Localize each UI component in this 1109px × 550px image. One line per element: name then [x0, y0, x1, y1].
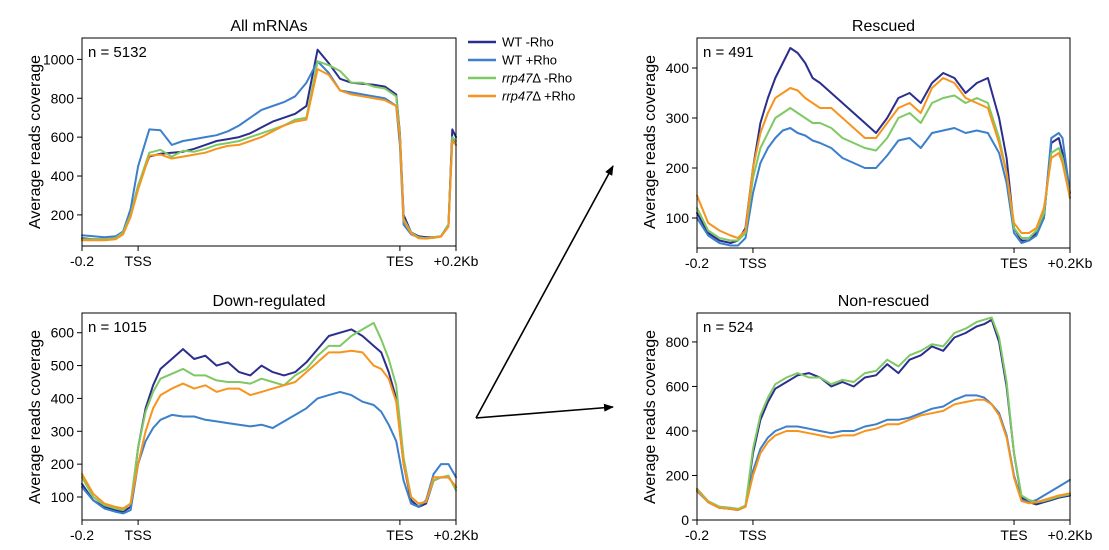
- arrow-to-nonrescued: [475, 403, 614, 419]
- series-line-wt-rho: [696, 47, 1071, 244]
- legend-label-condition: Δ -Rho: [532, 71, 572, 86]
- y-axis-label: Average reads coverage: [642, 55, 659, 229]
- legend-label-2: WT +Rho: [502, 53, 557, 68]
- arrow-to-rescued: [475, 165, 614, 419]
- legend-label-1: WT -Rho: [502, 35, 554, 50]
- y-tick-label: 600: [51, 129, 75, 145]
- y-tick-label: 200: [666, 160, 690, 176]
- series-line-rrp47-rho: [81, 349, 457, 510]
- y-tick-label: 800: [51, 90, 75, 106]
- y-tick-label: 400: [666, 423, 690, 439]
- y-tick-label: 400: [51, 168, 75, 184]
- y-axis-label: Average reads coverage: [27, 330, 44, 504]
- x-tick-label: TSS: [739, 527, 766, 543]
- axes-frame: [696, 312, 1071, 521]
- axes-frame: [696, 37, 1071, 249]
- y-tick-label: 600: [666, 378, 690, 394]
- y-axis-label: Average reads coverage: [27, 55, 44, 229]
- x-tick-label: TES: [386, 527, 413, 543]
- legend-label-condition: Δ +Rho: [532, 89, 575, 104]
- panel-title: Rescued: [852, 18, 915, 35]
- x-tick-label: +0.2Kb: [1048, 527, 1093, 543]
- legend-label-condition: +Rho: [522, 53, 557, 68]
- panel-nonrescued: 0 200 400 600 800 -0.2 TSS TES +0.2Kb Non-rescued…: [642, 293, 1093, 543]
- y-tick-label: 300: [51, 423, 75, 439]
- y-tick-label: 0: [681, 512, 689, 528]
- panel-title: Down-regulated: [213, 293, 326, 310]
- y-tick-label: 200: [51, 207, 75, 223]
- y-tick-label: 300: [666, 110, 690, 126]
- panel-all: 200 400 600 800 1000 -0.2 TSS TES +0.2Kb All mRNA…: [27, 18, 479, 269]
- arrows: [475, 165, 614, 419]
- y-tick-label: 400: [666, 60, 690, 76]
- panel-rescued: 100 200 300 400 -0.2 TSS TES +0.2Kb Rescued Avera…: [642, 18, 1093, 271]
- legend-label-4: rrp47Δ +Rho: [502, 89, 575, 104]
- legend-label-strain: rrp47: [502, 89, 533, 104]
- x-tick-label: +0.2Kb: [434, 527, 479, 543]
- x-tick-label: -0.2: [685, 527, 709, 543]
- y-tick-label: 200: [51, 456, 75, 472]
- y-tick-label: 100: [51, 489, 75, 505]
- legend-label-condition: -Rho: [522, 35, 554, 50]
- x-tick-label: -0.2: [685, 255, 709, 271]
- x-tick-label: TES: [386, 253, 413, 269]
- sample-count-label: n = 1015: [88, 319, 147, 336]
- series-line-wt-rho: [696, 127, 1071, 247]
- series-line-rrp47-rho: [696, 77, 1071, 239]
- y-tick-label: 100: [666, 210, 690, 226]
- series-line-rrp47-rho: [696, 94, 1071, 242]
- series-line-wt-rho: [81, 390, 457, 515]
- legend-label-strain: rrp47: [502, 71, 533, 86]
- x-tick-label: +0.2Kb: [434, 253, 479, 269]
- x-tick-label: TSS: [739, 255, 766, 271]
- y-tick-label: 400: [51, 390, 75, 406]
- x-tick-label: +0.2Kb: [1048, 255, 1093, 271]
- panel-title: All mRNAs: [230, 18, 307, 35]
- series-line-rrp47-rho: [81, 68, 457, 242]
- axes-frame: [81, 37, 457, 247]
- axes-frame: [81, 312, 457, 521]
- x-tick-label: TES: [1000, 527, 1027, 543]
- x-tick-label: TSS: [124, 527, 151, 543]
- legend-label-strain: WT: [502, 53, 522, 68]
- x-tick-label: TES: [1000, 255, 1027, 271]
- y-tick-label: 800: [666, 334, 690, 350]
- x-tick-label: -0.2: [70, 253, 94, 269]
- series-line-rrp47-rho: [81, 321, 457, 512]
- x-tick-label: TSS: [124, 253, 151, 269]
- panel-title: Non-rescued: [838, 293, 930, 310]
- series-line-wt-rho: [696, 318, 1071, 511]
- series-line-rrp47-rho: [696, 398, 1071, 511]
- legend-label-3: rrp47Δ -Rho: [502, 71, 572, 86]
- y-tick-label: 1000: [43, 51, 74, 67]
- y-tick-label: 600: [51, 325, 75, 341]
- y-axis-label: Average reads coverage: [642, 330, 659, 504]
- series-line-rrp47-rho: [696, 316, 1071, 510]
- sample-count-label: n = 5132: [88, 44, 147, 61]
- sample-count-label: n = 491: [703, 44, 753, 61]
- panel-down: 100 200 300 400 500 600 -0.2 TSS TES +0.2Kb Down-r…: [27, 293, 479, 543]
- x-tick-label: -0.2: [70, 527, 94, 543]
- sample-count-label: n = 524: [703, 319, 753, 336]
- legend-label-strain: WT: [502, 35, 522, 50]
- y-tick-label: 500: [51, 358, 75, 374]
- y-tick-label: 200: [666, 467, 690, 483]
